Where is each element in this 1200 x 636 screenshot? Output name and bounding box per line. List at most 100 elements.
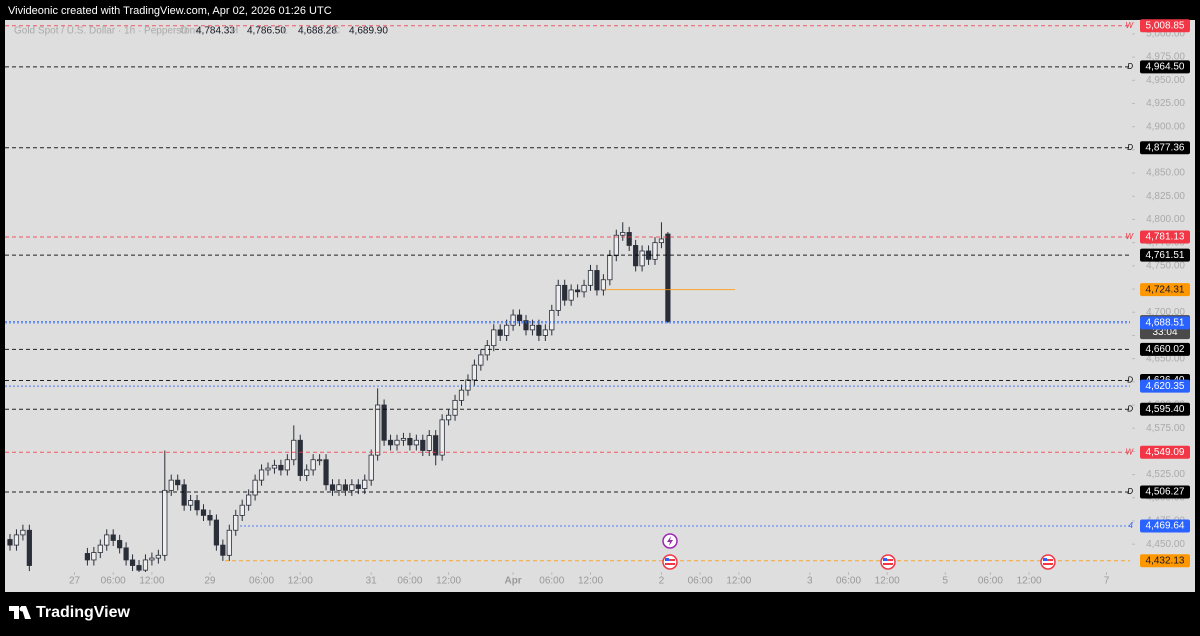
- legend-value: 4,784.33: [196, 26, 235, 37]
- level-label: 4,781.13: [1146, 232, 1185, 243]
- candle-body: [523, 320, 529, 331]
- candle-body: [336, 484, 342, 491]
- brand-logo[interactable]: TradingView: [9, 604, 131, 621]
- candle-body: [239, 504, 245, 516]
- level-tag: 4: [1129, 521, 1134, 530]
- level-label: 4,469.64: [1146, 521, 1185, 532]
- candle-body: [149, 557, 155, 561]
- level-tag: D: [1127, 143, 1133, 152]
- x-tick-label: 06:00: [249, 576, 274, 587]
- candle-body: [220, 544, 226, 556]
- flag-icon[interactable]: [880, 554, 896, 570]
- brand-mark: [9, 606, 31, 619]
- level-badge[interactable]: [1140, 485, 1190, 499]
- level-badge[interactable]: [1140, 342, 1190, 356]
- event-icons[interactable]: [662, 533, 1056, 570]
- x-tick-label: 27: [69, 576, 81, 587]
- level-badge[interactable]: [1140, 141, 1190, 155]
- y-tick-label: 4,950.00: [1146, 75, 1185, 86]
- candle-body: [426, 435, 432, 451]
- candle-body: [420, 439, 426, 451]
- candle-body: [323, 459, 329, 486]
- flag-icon[interactable]: [1040, 554, 1056, 570]
- candle-body: [155, 554, 161, 559]
- candle-body: [226, 529, 232, 556]
- x-tick-label: 31: [366, 576, 378, 587]
- level-badge[interactable]: [1140, 248, 1190, 262]
- candle-body: [607, 255, 613, 281]
- level-label: 4,688.51: [1146, 318, 1185, 329]
- level-badge[interactable]: [1140, 60, 1190, 74]
- y-tick-label: 4,975.00: [1146, 52, 1185, 63]
- level-label: 4,432.13: [1146, 555, 1185, 566]
- level-tag: D: [1127, 62, 1133, 71]
- brand-mark-dot: [19, 606, 25, 612]
- candle-body: [400, 438, 407, 441]
- candle-body: [213, 519, 219, 546]
- candle-body: [471, 364, 478, 381]
- level-badge[interactable]: [1140, 402, 1190, 416]
- candle-body: [265, 467, 271, 471]
- candle-body: [375, 404, 381, 456]
- price-levels: W 5,008.85 D 4,964.50 D 4,877.36 W 4,781.13 4,76…: [5, 19, 1190, 568]
- level-label: 4,620.35: [1146, 381, 1185, 392]
- x-tick-label: 29: [204, 576, 216, 587]
- candle-body: [91, 552, 97, 561]
- symbol-name[interactable]: Gold Spot / U.S. Dollar · 1h · Peppersto…: [14, 26, 201, 37]
- level-badge[interactable]: [1140, 283, 1190, 297]
- x-tick-label: 06:00: [539, 576, 564, 587]
- x-tick-label: 06:00: [688, 576, 713, 587]
- candle-body: [504, 324, 510, 336]
- candle-body: [381, 404, 387, 441]
- y-tick-label: 4,825.00: [1146, 191, 1185, 202]
- candle-body: [549, 309, 555, 331]
- candle-body: [652, 242, 658, 260]
- x-tick-label: 12:00: [875, 576, 900, 587]
- candle-body: [7, 539, 13, 546]
- candle-body: [484, 345, 490, 356]
- level-tag: D: [1127, 404, 1133, 413]
- x-tick-label: 06:00: [978, 576, 1003, 587]
- candle-body: [84, 553, 90, 561]
- level-tag: D: [1127, 487, 1133, 496]
- y-tick-label: 4,750.00: [1146, 260, 1185, 271]
- candle-body: [555, 284, 561, 311]
- y-tick-label: 4,850.00: [1146, 168, 1185, 179]
- y-tick-label: 4,700.00: [1146, 307, 1185, 318]
- legend-key: L: [282, 26, 288, 37]
- candle-body: [175, 479, 181, 486]
- x-tick-label: 12:00: [288, 576, 313, 587]
- candle-body: [329, 484, 336, 491]
- level-badge[interactable]: [1140, 316, 1190, 330]
- candle-body: [258, 469, 265, 481]
- y-tick-label: 4,650.00: [1146, 353, 1185, 364]
- legend-value: 4,786.50: [247, 26, 286, 37]
- x-tick-label: Apr: [504, 576, 521, 587]
- candle-body: [284, 459, 290, 471]
- candle-body: [355, 484, 361, 489]
- candle-body: [297, 439, 303, 476]
- x-tick-label: 12:00: [726, 576, 751, 587]
- countdown: 33:04: [1152, 327, 1177, 338]
- candle-body: [20, 529, 26, 536]
- candle-body: [110, 534, 116, 541]
- y-tick-label: 4,525.00: [1146, 469, 1185, 480]
- candle-body: [200, 509, 207, 516]
- level-tag: W: [1125, 447, 1134, 456]
- level-badge[interactable]: [1140, 554, 1190, 568]
- candle-body: [478, 354, 484, 366]
- candle-body: [271, 464, 278, 469]
- candle-body: [26, 529, 32, 566]
- x-tick-label: 7: [1104, 576, 1110, 587]
- candle-body: [342, 484, 349, 491]
- x-tick-label: 06:00: [101, 576, 126, 587]
- level-badge[interactable]: [1140, 519, 1190, 533]
- level-badge[interactable]: [1140, 230, 1190, 244]
- candle-body: [387, 439, 394, 446]
- level-badge[interactable]: [1140, 379, 1190, 393]
- level-tag: D: [1127, 376, 1133, 385]
- y-tick-label: 4,925.00: [1146, 98, 1185, 109]
- level-badge[interactable]: [1140, 19, 1190, 33]
- level-badge[interactable]: [1140, 445, 1190, 459]
- flag-icon[interactable]: [662, 554, 678, 570]
